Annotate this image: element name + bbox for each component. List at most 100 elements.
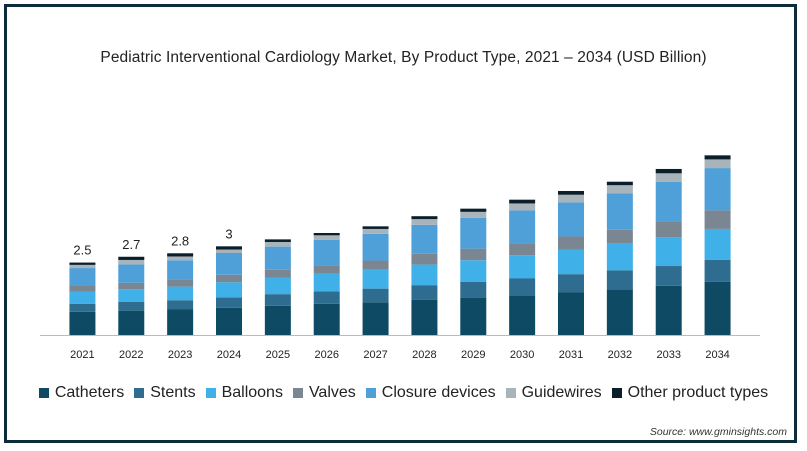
bar-segment-stents-2032 [606,270,633,290]
bar-segment-valves-2032 [606,229,633,244]
bar-segment-stents-2030 [509,278,536,296]
bar-segment-valves-2025 [264,269,291,278]
legend-swatch [505,388,516,398]
bar-segment-guidewires-2032 [606,185,633,194]
bar-segment-closure-devices-2028 [411,224,438,254]
bar-segment-balloons-2029 [460,260,487,282]
bar-segment-stents-2023 [167,300,194,310]
bar-segment-balloons-2027 [362,269,389,289]
bar-segment-catheters-2029 [460,297,487,335]
bar-segment-other-product-types-2033 [655,168,682,174]
bar-segment-other-product-types-2029 [460,208,487,212]
legend-swatch [611,388,622,398]
bar-segment-balloons-2023 [167,286,194,301]
bar-segment-closure-devices-2023 [167,260,194,280]
bar-segment-closure-devices-2034 [704,168,731,211]
bar-segment-catheters-2030 [509,295,536,335]
bar-segment-other-product-types-2028 [411,216,438,220]
x-tick-label-2024: 2024 [217,349,241,361]
bar-segment-guidewires-2029 [460,211,487,218]
x-tick-label-2022: 2022 [119,349,143,361]
bar-segment-stents-2029 [460,281,487,298]
legend-label: Catheters [54,384,125,401]
bar-segment-closure-devices-2032 [606,193,633,230]
x-tick-label-2033: 2033 [656,349,680,361]
bar-segment-closure-devices-2022 [118,264,145,283]
bar-segment-catheters-2033 [655,285,682,335]
x-tick-label-2023: 2023 [168,349,192,361]
bar-segment-balloons-2022 [118,289,145,302]
legend-item-stents: Stents [134,384,196,402]
x-tick-label-2030: 2030 [510,349,534,361]
x-tick-label-2029: 2029 [461,349,485,361]
bar-segment-valves-2029 [460,248,487,261]
bar-segment-balloons-2021 [69,291,96,304]
bar-segment-catheters-2027 [362,302,389,335]
legend-label: Other product types [627,384,769,401]
data-label-2023: 2.8 [171,233,189,248]
bar-segment-closure-devices-2021 [69,268,96,286]
legend-item-other-product-types: Other product types [611,384,769,402]
bar-segment-valves-2031 [558,236,584,250]
bar-segment-stents-2033 [655,266,682,286]
legend-swatch [292,388,303,398]
bar-segment-closure-devices-2033 [655,181,682,222]
bar-segment-catheters-2031 [558,292,584,335]
bar-segment-catheters-2023 [167,309,194,335]
bar-segment-balloons-2025 [264,277,291,295]
bar-segment-guidewires-2028 [411,219,438,225]
bar-segment-guidewires-2024 [216,249,242,253]
bar-segment-closure-devices-2026 [313,239,340,266]
bar-segment-valves-2022 [118,282,145,290]
bar-segment-balloons-2033 [655,237,682,267]
bar-segment-guidewires-2023 [167,256,194,261]
bar-segment-other-product-types-2024 [216,246,242,250]
bar-segment-closure-devices-2024 [216,252,242,275]
bar-segment-other-product-types-2025 [264,239,291,242]
legend-item-closure-devices: Closure devices [365,384,496,402]
bar-segment-other-product-types-2022 [118,256,145,260]
bar-segment-valves-2023 [167,279,194,287]
bar-segment-other-product-types-2031 [558,190,584,195]
bar-segment-other-product-types-2032 [606,181,633,186]
data-label-2022: 2.7 [122,237,140,252]
chart-legend: Catheters Stents Balloons Valves Closure dev… [0,384,807,402]
bar-segment-valves-2034 [704,210,731,229]
bar-segment-guidewires-2022 [118,259,145,265]
bar-segment-catheters-2026 [313,303,340,335]
bar-segment-valves-2033 [655,221,682,238]
x-tick-label-2021: 2021 [70,349,94,361]
legend-swatch [365,388,376,398]
bar-segment-valves-2024 [216,274,242,283]
legend-item-balloons: Balloons [205,384,283,402]
data-label-2021: 2.5 [73,243,91,258]
bar-segment-other-product-types-2034 [704,155,731,160]
bar-segment-stents-2024 [216,297,242,308]
bar-segment-guidewires-2034 [704,159,731,169]
bar-segment-guidewires-2031 [558,194,584,203]
bar-segment-balloons-2028 [411,264,438,286]
x-tick-label-2031: 2031 [559,349,583,361]
bar-segment-catheters-2025 [264,305,291,335]
bar-segment-stents-2034 [704,259,731,282]
x-tick-label-2032: 2032 [608,349,632,361]
x-tick-label-2025: 2025 [266,349,290,361]
x-tick-label-2027: 2027 [363,349,387,361]
x-tick-label-2026: 2026 [314,349,338,361]
legend-label: Closure devices [381,384,496,401]
bar-segment-stents-2031 [558,274,584,293]
x-tick-label-2028: 2028 [412,349,436,361]
bar-segment-stents-2028 [411,285,438,300]
bar-segment-guidewires-2027 [362,228,389,234]
bar-segment-catheters-2032 [606,289,633,335]
bar-segment-balloons-2030 [509,255,536,279]
bar-segment-closure-devices-2025 [264,246,291,270]
bar-segment-balloons-2031 [558,249,584,275]
bar-segment-stents-2027 [362,288,389,303]
bar-segment-closure-devices-2027 [362,233,389,261]
bar-segment-other-product-types-2021 [69,262,96,265]
bar-segment-catheters-2024 [216,307,242,335]
bar-segment-other-product-types-2027 [362,226,389,229]
bar-segment-valves-2027 [362,260,389,270]
